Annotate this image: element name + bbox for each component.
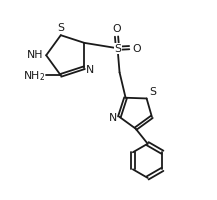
Text: NH$_2$: NH$_2$	[23, 69, 45, 83]
Text: S: S	[58, 23, 65, 33]
Text: O: O	[133, 43, 141, 53]
Text: NH: NH	[27, 50, 43, 60]
Text: N: N	[109, 112, 117, 122]
Text: O: O	[112, 24, 121, 34]
Text: N: N	[86, 64, 94, 74]
Text: S: S	[150, 87, 157, 97]
Text: S: S	[114, 44, 121, 54]
